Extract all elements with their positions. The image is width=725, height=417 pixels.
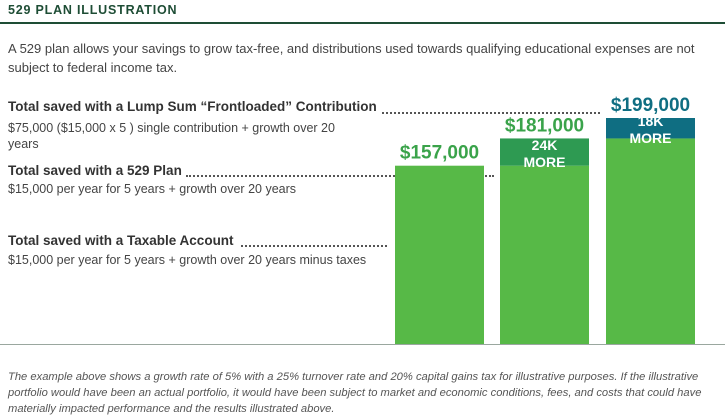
intro-paragraph: A 529 plan allows your savings to grow t… xyxy=(8,41,695,75)
increment-label-more-2: MORE xyxy=(630,130,672,146)
leader-line-529-plan xyxy=(186,175,494,177)
leader-line-lump-sum xyxy=(382,112,600,114)
row-subtitle-529-plan: $15,000 per year for 5 years + growth ov… xyxy=(8,182,297,196)
bar-base-1 xyxy=(500,165,589,344)
increment-label-more-1: MORE xyxy=(524,154,566,170)
bar-increment-2 xyxy=(606,118,695,139)
footnote: The example above shows a growth rate of… xyxy=(8,371,702,415)
bar-base-0 xyxy=(395,165,484,344)
chart-baseline xyxy=(0,344,725,345)
row-title-taxable: Total saved with a Taxable Account xyxy=(8,233,234,248)
bar-base-2 xyxy=(606,138,695,344)
section-header: 529 PLAN ILLUSTRATION xyxy=(0,0,725,24)
value-label-0: $157,000 xyxy=(400,143,479,164)
section-title: 529 PLAN ILLUSTRATION xyxy=(8,3,178,17)
row-title-lump-sum: Total saved with a Lump Sum “Frontloaded… xyxy=(8,99,377,114)
bar-increment-1 xyxy=(500,138,589,166)
row-subtitle-taxable: $15,000 per year for 5 years + growth ov… xyxy=(8,253,367,267)
increment-label-amount-2: 18K xyxy=(638,113,664,129)
leader-line-taxable xyxy=(241,245,387,247)
value-label-2: $199,000 xyxy=(611,95,690,116)
increment-label-amount-1: 24K xyxy=(532,137,558,153)
value-label-1: $181,000 xyxy=(505,115,584,136)
row-subtitle-lump-sum: $75,000 ($15,000 x 5 ) single contributi… xyxy=(8,121,335,151)
row-title-529-plan: Total saved with a 529 Plan xyxy=(8,163,182,178)
